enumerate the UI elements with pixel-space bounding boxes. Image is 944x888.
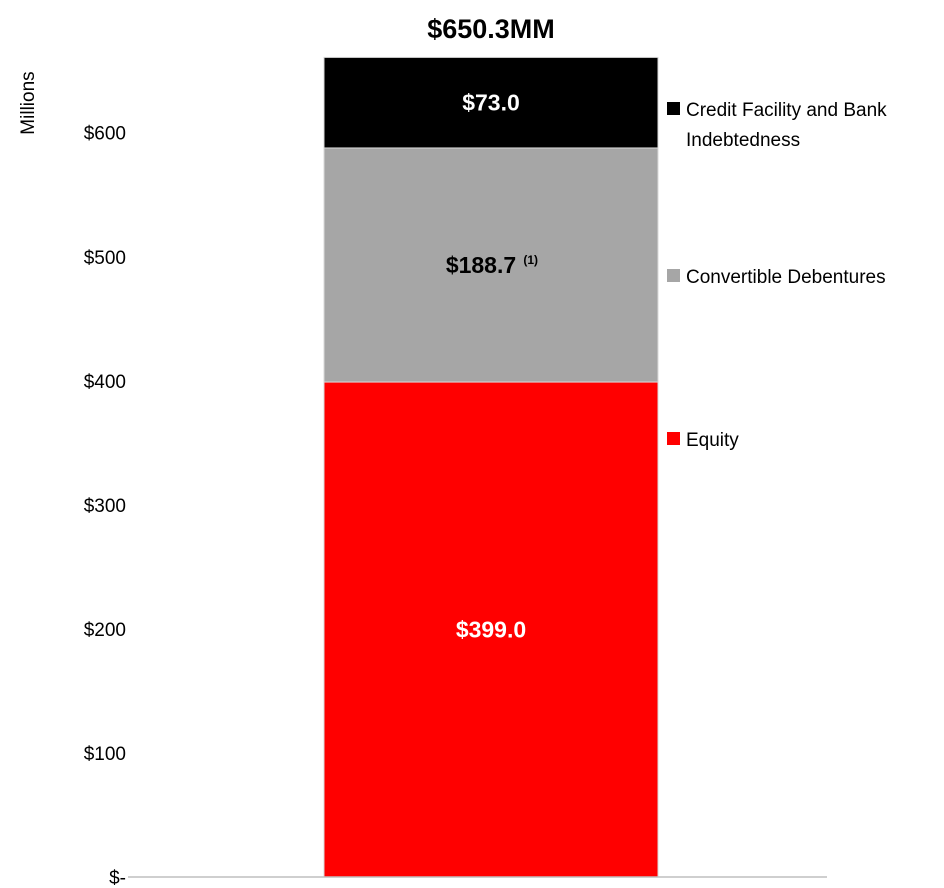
y-tick-label: $500	[84, 248, 126, 269]
y-tick-label: $400	[84, 372, 126, 393]
data-label: $399.0	[456, 617, 526, 643]
data-label: $188.7	[446, 252, 516, 278]
legend-label: Indebtedness	[686, 130, 800, 151]
y-tick-label: $200	[84, 620, 126, 641]
legend-swatch	[667, 269, 680, 282]
legend-label: Credit Facility and Bank	[686, 100, 887, 121]
y-tick-label: $300	[84, 496, 126, 517]
legend-swatch	[667, 432, 680, 445]
bar-segment	[323, 381, 659, 878]
y-tick-label: $100	[84, 744, 126, 765]
data-label-footnote: (1)	[523, 253, 538, 267]
y-tick-label: $-	[109, 868, 126, 888]
legend-label: Equity	[686, 430, 739, 451]
legend-label: Convertible Debentures	[686, 267, 886, 288]
bar-segment	[323, 56, 659, 149]
data-label: $73.0	[462, 90, 520, 116]
chart-title: $650.3MM	[427, 14, 555, 44]
legend-swatch	[667, 102, 680, 115]
y-tick-label: $600	[84, 124, 126, 145]
